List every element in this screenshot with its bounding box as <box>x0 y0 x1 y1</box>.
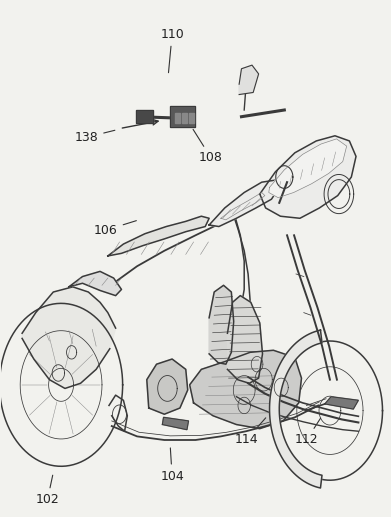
Polygon shape <box>190 351 301 429</box>
Polygon shape <box>170 107 195 127</box>
Text: 104: 104 <box>160 448 184 482</box>
Text: 106: 106 <box>94 221 136 237</box>
Polygon shape <box>162 417 188 430</box>
Bar <box>182 113 187 124</box>
Text: 138: 138 <box>75 130 115 144</box>
Text: 112: 112 <box>295 418 321 447</box>
Polygon shape <box>147 359 188 414</box>
Polygon shape <box>69 271 122 296</box>
Polygon shape <box>239 65 258 95</box>
Polygon shape <box>136 110 153 124</box>
Polygon shape <box>269 330 322 488</box>
Polygon shape <box>269 139 347 197</box>
Polygon shape <box>22 287 116 388</box>
Polygon shape <box>209 285 234 364</box>
Polygon shape <box>209 180 279 226</box>
Bar <box>175 113 180 124</box>
Text: 110: 110 <box>160 28 184 73</box>
Polygon shape <box>325 397 359 409</box>
Text: 114: 114 <box>234 418 266 447</box>
Polygon shape <box>228 296 262 383</box>
Bar <box>189 113 194 124</box>
Polygon shape <box>260 136 356 218</box>
Text: 102: 102 <box>36 475 59 506</box>
Polygon shape <box>108 216 209 256</box>
Text: 108: 108 <box>193 129 223 164</box>
